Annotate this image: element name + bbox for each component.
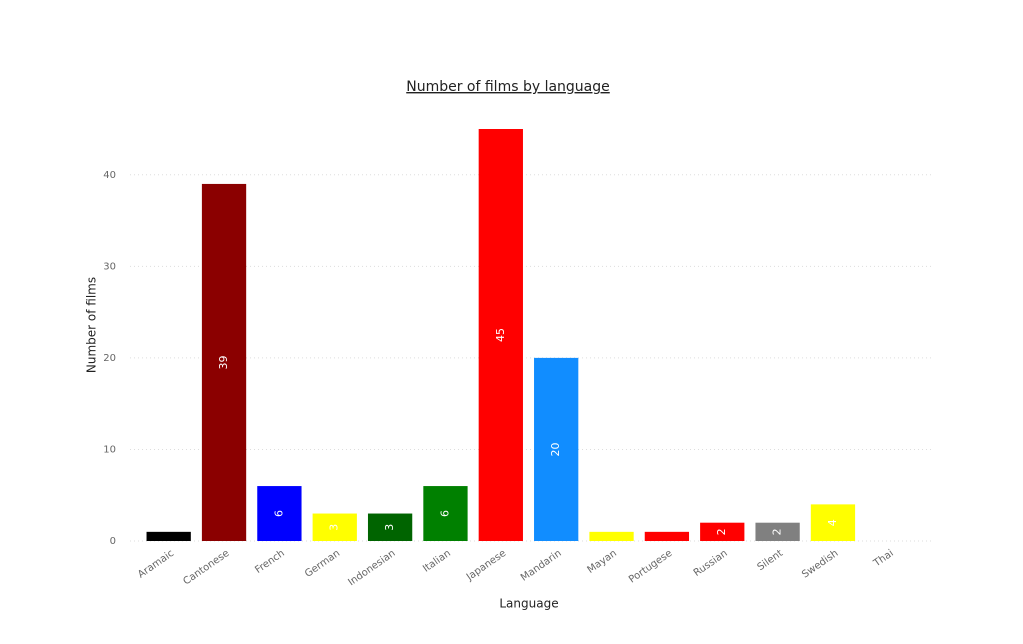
x-tick-label: Japanese xyxy=(464,548,508,584)
bar xyxy=(810,504,856,541)
x-tick-label: Italian xyxy=(421,548,453,575)
bar xyxy=(755,522,800,541)
x-axis-label: Language xyxy=(499,597,558,611)
x-tick-label: German xyxy=(303,548,342,580)
bar xyxy=(312,513,357,541)
bar xyxy=(423,486,468,541)
bar xyxy=(478,129,523,541)
bar xyxy=(257,486,302,541)
bar xyxy=(146,531,191,541)
y-tick-label: 10 xyxy=(103,444,116,455)
x-tick-label: Cantonese xyxy=(181,548,231,588)
x-tick-label: Thai xyxy=(871,548,896,570)
x-tick-label: Aramaic xyxy=(136,548,176,581)
chart-title: Number of films by language xyxy=(406,79,610,95)
bar xyxy=(201,183,247,541)
y-axis-label: Number of films xyxy=(85,277,99,373)
x-tick-label: Mayan xyxy=(586,548,619,576)
y-tick-label: 40 xyxy=(103,170,116,181)
x-tick-label: Portugese xyxy=(627,548,674,586)
y-tick-label: 20 xyxy=(103,353,116,364)
y-tick-label: 30 xyxy=(103,261,116,272)
data-label: 39 xyxy=(217,355,230,369)
data-label: 2 xyxy=(771,528,784,535)
y-tick-label: 0 xyxy=(110,536,116,547)
data-label: 45 xyxy=(494,328,507,342)
data-label: 4 xyxy=(826,519,839,526)
data-label: 20 xyxy=(549,442,562,456)
x-tick-label: Mandarin xyxy=(519,548,564,584)
bar xyxy=(367,513,413,541)
bar xyxy=(589,531,634,541)
data-label: 6 xyxy=(438,510,451,517)
bar xyxy=(534,357,579,541)
data-label: 3 xyxy=(328,524,341,531)
bar xyxy=(700,522,745,541)
bar xyxy=(644,531,690,541)
data-label: 6 xyxy=(272,510,285,517)
x-tick-label: Swedish xyxy=(800,548,840,581)
x-tick-label: Indonesian xyxy=(346,548,397,588)
x-tick-label: Silent xyxy=(756,548,786,573)
data-label: 2 xyxy=(715,528,728,535)
x-tick-label: Russian xyxy=(692,548,730,579)
data-label: 3 xyxy=(383,524,396,531)
x-tick-label: French xyxy=(253,548,287,576)
